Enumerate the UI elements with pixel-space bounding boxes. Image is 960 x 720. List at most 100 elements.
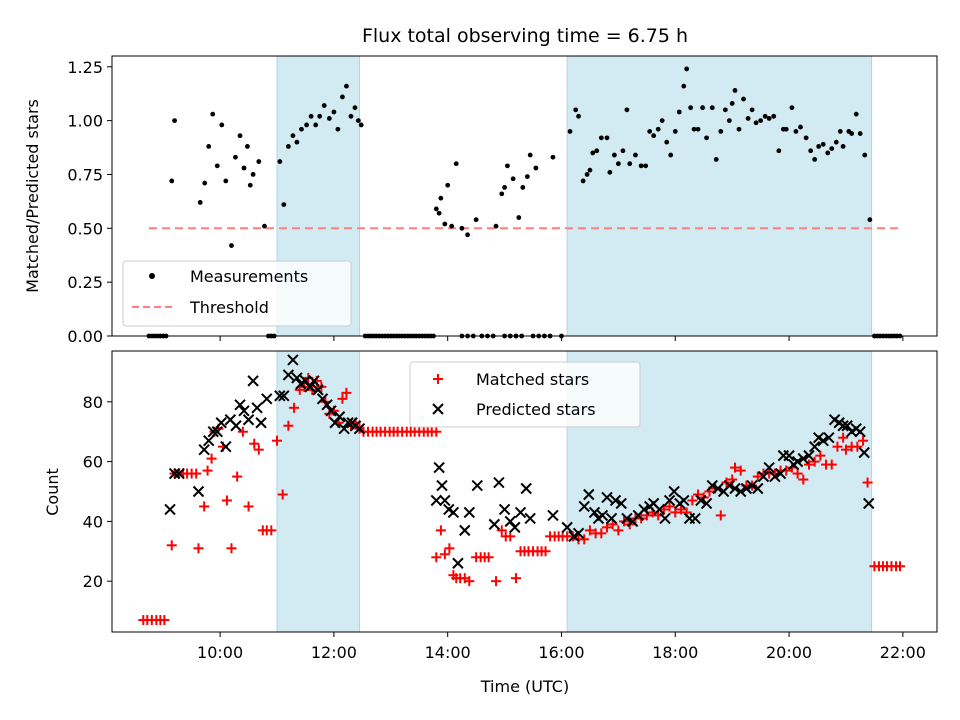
measurement-point	[749, 107, 755, 113]
matched-star-marker	[730, 462, 741, 473]
legend-predicted-label: Predicted stars	[476, 400, 596, 419]
measurement-point	[681, 83, 687, 89]
measurement-point	[745, 116, 751, 121]
measurement-point	[233, 154, 238, 160]
measurement-point	[256, 159, 262, 164]
predicted-star-marker	[769, 470, 781, 483]
measurement-point	[348, 113, 354, 119]
predicted-star-marker	[689, 512, 701, 525]
predicted-star-marker	[837, 420, 849, 432]
predicted-star-marker	[493, 476, 505, 489]
measurement-point	[285, 144, 291, 149]
predicted-star-marker	[561, 521, 573, 534]
matched-star-marker	[191, 468, 202, 479]
predicted-star-marker	[723, 479, 736, 492]
top-legend-box	[122, 260, 352, 327]
matched-star-marker	[431, 552, 442, 563]
bottom-panel: 20 40 60 80 10:00 12:00 14:00 16:00 18:00 20:00 2…	[43, 350, 938, 696]
y-tick-label: 20	[83, 572, 103, 591]
measurement-point	[344, 83, 349, 89]
measurement-point	[206, 144, 212, 149]
predicted-star-marker	[251, 402, 263, 414]
matched-star-marker	[664, 501, 675, 512]
top-panel: 0.00 0.25 0.50 0.75 1.00 1.25 Matched/Predict…	[23, 55, 938, 346]
measurement-point	[493, 223, 499, 229]
predicted-star-marker	[238, 405, 250, 417]
predicted-star-marker	[439, 494, 451, 507]
measurement-point	[590, 150, 596, 156]
matched-star-marker	[199, 501, 210, 512]
measurement-point	[688, 105, 694, 111]
matched-star-marker	[579, 534, 590, 545]
y-tick-label: 60	[83, 453, 103, 472]
measurement-point	[722, 107, 728, 113]
measurement-point	[331, 109, 337, 115]
predicted-star-marker	[757, 470, 770, 483]
matched-star-marker	[832, 441, 843, 452]
measurement-point	[704, 135, 709, 141]
matched-star-marker	[277, 489, 288, 500]
matched-star-marker	[862, 477, 873, 488]
predicted-star-marker	[168, 467, 181, 480]
predicted-star-marker	[706, 479, 718, 492]
measurement-point	[580, 178, 586, 184]
measurement-point	[304, 122, 309, 128]
predicted-star-marker	[729, 482, 741, 495]
y-tick-label: 0.50	[67, 219, 103, 238]
predicted-star-marker	[353, 423, 366, 435]
predicted-star-marker	[338, 423, 350, 435]
measurement-point	[825, 150, 831, 156]
y-tick-label: 0.75	[67, 165, 103, 184]
measurement-point	[798, 124, 803, 130]
predicted-star-marker	[173, 467, 185, 480]
measurement-point	[358, 122, 364, 128]
measurement-point	[816, 144, 822, 149]
measurement-point	[758, 118, 764, 124]
matched-star-marker	[510, 573, 521, 584]
measurement-point	[620, 148, 626, 154]
predicted-star-marker	[863, 497, 875, 510]
matched-star-marker	[159, 615, 170, 626]
predicted-star-marker	[700, 497, 713, 510]
predicted-star-marker	[791, 455, 804, 468]
predicted-star-marker	[325, 405, 337, 417]
measurement-point	[691, 126, 697, 132]
bottom-legend-box	[409, 361, 641, 428]
measurement-point	[833, 139, 839, 145]
chart-title: Flux total observing time = 6.75 h	[362, 25, 688, 47]
predicted-star-marker	[854, 426, 866, 438]
matched-star-marker	[272, 435, 282, 446]
measurement-point	[223, 178, 229, 184]
predicted-star-marker	[601, 491, 613, 504]
matched-star-marker	[221, 495, 232, 506]
measurement-point	[197, 200, 203, 205]
predicted-star-marker	[774, 467, 787, 480]
measurement-point	[502, 184, 507, 190]
x-tick-label: 20:00	[766, 643, 812, 662]
matched-star-marker	[735, 465, 746, 476]
predicted-star-marker	[430, 494, 443, 507]
measurement-point	[550, 154, 556, 160]
matched-star-marker	[675, 504, 686, 515]
matched-star-marker	[289, 402, 300, 413]
predicted-star-marker	[234, 399, 246, 411]
measurement-point	[726, 118, 732, 124]
matched-star-marker	[166, 540, 177, 551]
measurement-point	[808, 148, 814, 154]
legend-measurements-marker	[149, 273, 155, 279]
predicted-star-marker	[498, 503, 511, 516]
measurement-point	[709, 105, 715, 111]
measurement-point	[229, 243, 234, 248]
measurement-point	[516, 215, 522, 220]
measurement-point	[729, 100, 735, 106]
predicted-star-marker	[333, 411, 346, 423]
predicted-star-marker	[638, 503, 650, 516]
predicted-star-marker	[255, 417, 267, 429]
measurement-point	[862, 152, 868, 158]
top-y-ticks: 0.00 0.25 0.50 0.75 1.00 1.25	[67, 58, 112, 346]
measurement-point	[202, 180, 208, 186]
predicted-star-marker	[678, 494, 690, 507]
measurement-point	[247, 182, 253, 188]
matched-star-marker	[444, 543, 455, 554]
predicted-star-marker	[342, 417, 354, 429]
